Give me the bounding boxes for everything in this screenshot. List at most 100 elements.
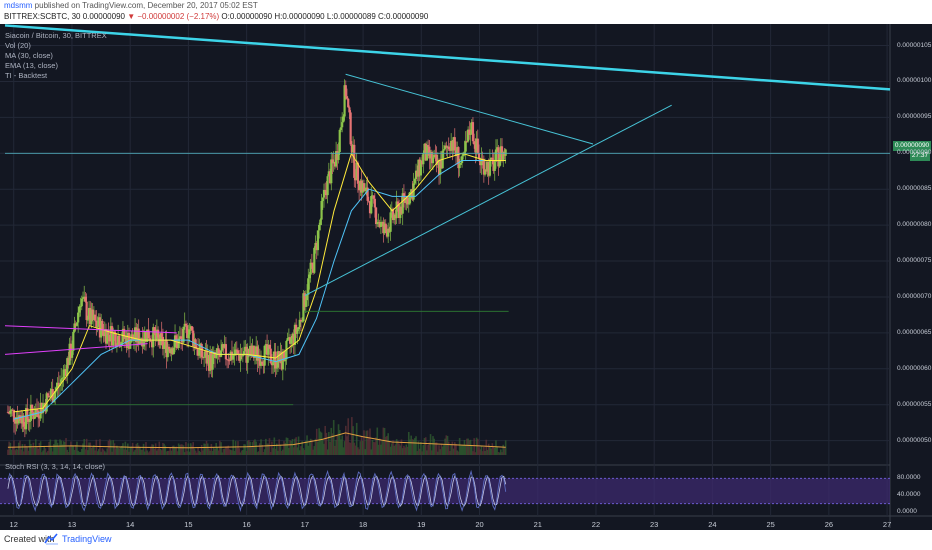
volume-bar bbox=[272, 448, 274, 455]
volume-bar bbox=[199, 451, 202, 455]
candle-body bbox=[178, 336, 181, 339]
volume-bar bbox=[429, 434, 432, 455]
volume-bar bbox=[19, 440, 21, 455]
volume-bar bbox=[16, 449, 19, 455]
created-with-text: Created with bbox=[4, 534, 55, 544]
candle-body bbox=[49, 396, 52, 398]
candle-body bbox=[150, 341, 154, 348]
candle-body bbox=[388, 228, 391, 232]
volume-bar bbox=[163, 443, 165, 455]
volume-bar bbox=[215, 442, 218, 455]
candle-body bbox=[343, 85, 346, 117]
volume-bar bbox=[273, 437, 276, 455]
candle-body bbox=[477, 153, 481, 159]
volume-bar bbox=[278, 439, 280, 455]
volume-bar bbox=[142, 443, 145, 455]
volume-bar bbox=[179, 445, 181, 455]
volume-bar bbox=[160, 450, 163, 455]
volume-bar bbox=[171, 445, 174, 455]
candle-body bbox=[429, 151, 432, 159]
volume-bar bbox=[405, 444, 408, 455]
candle-body bbox=[79, 306, 82, 308]
candle-body bbox=[165, 339, 168, 358]
candle-body bbox=[367, 200, 370, 202]
volume-bar bbox=[430, 450, 433, 455]
candle-body bbox=[396, 201, 399, 205]
candle-body bbox=[281, 351, 284, 370]
volume-bar bbox=[68, 446, 71, 455]
candle-body bbox=[133, 327, 137, 341]
price-tag: 0.00000090 bbox=[893, 141, 931, 151]
volume-bar bbox=[274, 448, 277, 455]
volume-bar bbox=[306, 435, 308, 455]
volume-bar bbox=[249, 441, 251, 455]
volume-bar bbox=[414, 438, 416, 455]
candle-body bbox=[270, 362, 274, 366]
volume-bar bbox=[284, 442, 287, 455]
x-tick-label: 12 bbox=[9, 520, 18, 529]
x-tick-label: 15 bbox=[184, 520, 193, 529]
candle-body bbox=[338, 129, 341, 153]
volume-bar bbox=[187, 443, 190, 455]
volume-bar bbox=[203, 443, 205, 455]
candle-body bbox=[379, 222, 383, 227]
legend-item-ma[interactable]: MA (30, close) bbox=[5, 51, 53, 60]
volume-bar bbox=[497, 451, 500, 455]
volume-bar bbox=[461, 445, 463, 455]
candle-body bbox=[435, 154, 438, 165]
candle-body bbox=[242, 351, 246, 355]
volume-bar bbox=[205, 440, 208, 455]
legend-item-vol[interactable]: Vol (20) bbox=[5, 41, 31, 50]
volume-bar bbox=[185, 442, 187, 455]
volume-bar bbox=[342, 447, 345, 455]
volume-bar bbox=[77, 450, 79, 455]
candle-body bbox=[452, 137, 455, 151]
candle-body bbox=[251, 345, 254, 356]
volume-bar bbox=[159, 448, 162, 455]
candle-body bbox=[335, 151, 338, 167]
tradingview-brand-link[interactable]: TradingView bbox=[62, 534, 112, 544]
volume-bar bbox=[133, 451, 135, 455]
candle-body bbox=[431, 157, 435, 164]
candle-body bbox=[31, 404, 34, 413]
candle-body bbox=[200, 343, 203, 358]
volume-bar bbox=[361, 440, 364, 455]
volume-bar bbox=[53, 443, 55, 455]
volume-bar bbox=[219, 440, 221, 455]
volume-bar bbox=[262, 451, 265, 455]
legend-item-backtest[interactable]: TI - Backtest bbox=[5, 71, 48, 80]
candle-body bbox=[57, 382, 60, 387]
price-chart[interactable] bbox=[0, 24, 932, 530]
candle-body bbox=[434, 154, 437, 156]
candle-body bbox=[485, 169, 488, 172]
volume-bar bbox=[423, 438, 426, 455]
candle-body bbox=[341, 122, 344, 128]
candle-body bbox=[114, 333, 117, 347]
candle-body bbox=[291, 333, 294, 339]
candle-body bbox=[75, 322, 79, 326]
volume-bar bbox=[176, 451, 179, 455]
volume-bar bbox=[468, 440, 471, 455]
candle-body bbox=[171, 348, 174, 355]
volume-bar bbox=[311, 439, 313, 455]
volume-bar bbox=[346, 436, 348, 455]
volume-bar bbox=[355, 422, 358, 455]
candle-body bbox=[6, 411, 10, 413]
stoch-rsi-label[interactable]: Stoch RSI (3, 3, 14, 14, close) bbox=[5, 462, 106, 471]
volume-bar bbox=[13, 440, 15, 455]
volume-bar bbox=[458, 438, 461, 455]
volume-bar bbox=[460, 445, 462, 455]
volume-bar bbox=[14, 450, 16, 455]
volume-bar bbox=[55, 439, 58, 455]
volume-bar bbox=[428, 442, 431, 455]
candle-body bbox=[249, 345, 252, 357]
candle-body bbox=[267, 344, 270, 355]
candle-body bbox=[473, 141, 476, 145]
candle-body bbox=[35, 408, 39, 411]
volume-bar bbox=[412, 439, 415, 455]
author-link[interactable]: mdsmm bbox=[4, 1, 33, 10]
legend-item-ema[interactable]: EMA (13, close) bbox=[5, 61, 58, 70]
tradingview-logo-icon[interactable] bbox=[44, 532, 60, 546]
volume-bar bbox=[175, 446, 178, 455]
backtest-line-lower bbox=[4, 343, 148, 355]
